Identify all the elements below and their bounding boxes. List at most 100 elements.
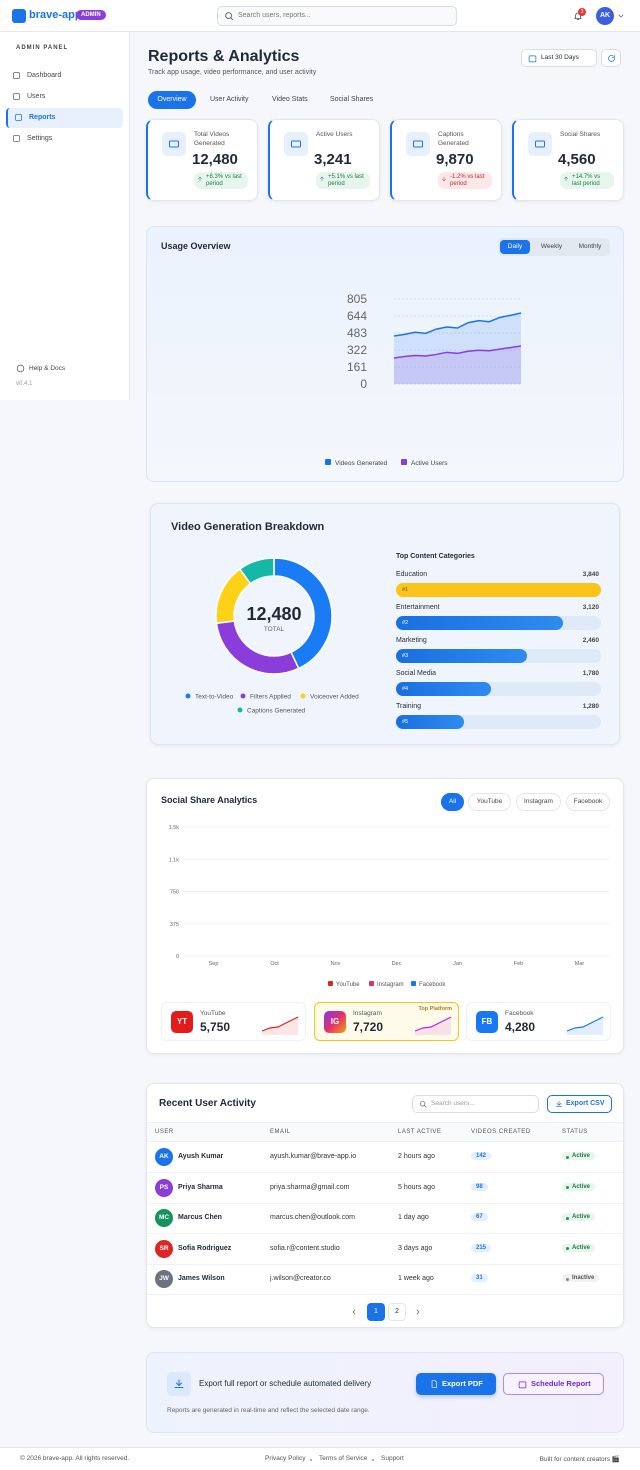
status-dot: [566, 1155, 569, 1159]
toggle[interactable]: Weekly: [540, 243, 563, 250]
kpi-value: 4,560: [558, 151, 596, 168]
bar: #1: [396, 583, 601, 597]
nav-label: Users: [27, 93, 46, 100]
status-dot: [566, 1247, 569, 1250]
area: [394, 313, 521, 384]
toggle[interactable]: Monthly: [578, 243, 602, 250]
category-value: 3,840: [582, 571, 599, 578]
platform-name: Facebook: [505, 1010, 534, 1017]
footer-link[interactable]: Support: [381, 1455, 404, 1462]
bar: #4: [396, 682, 492, 696]
kpi-label: Social Shares: [560, 131, 601, 138]
search-placeholder: Search users...: [431, 1100, 475, 1107]
platform-name: YouTube: [200, 1010, 226, 1017]
card-title: Social Share Analytics: [161, 795, 258, 805]
nav-item[interactable]: Users: [6, 87, 123, 107]
status-dot: [566, 1186, 569, 1189]
schedule-button[interactable]: Schedule Report: [503, 1373, 604, 1395]
copyright: © 2026 brave-app. All rights reserved.: [20, 1455, 130, 1462]
status-dot: [566, 1277, 569, 1281]
icon: [528, 55, 537, 63]
filter-pill[interactable]: All: [441, 793, 464, 811]
line: [393, 345, 522, 359]
legend-swatch: [411, 981, 416, 986]
chart: 12,480 TOTAL Text-to-Video Filters Applied V…: [185, 557, 359, 715]
last-active: 1 week ago: [398, 1275, 434, 1282]
nav-item[interactable]: Settings: [6, 129, 123, 149]
search-box[interactable]: Search users...: [412, 1095, 539, 1113]
export-csv-button[interactable]: Export CSV: [547, 1095, 612, 1113]
kpi-icon: [406, 132, 430, 156]
prev-page[interactable]: [345, 1303, 363, 1321]
usage-card: Usage Overview Daily Weekly Monthly 0 161 322 4…: [146, 226, 624, 482]
footer: © 2026 brave-app. All rights reserved. Pr…: [0, 1447, 640, 1470]
notification-badge: 3: [578, 8, 586, 16]
version: v0.4.1: [16, 381, 33, 387]
column-header: EMAIL: [270, 1129, 291, 1135]
rank-label: #1: [402, 587, 409, 593]
page-button[interactable]: 2: [388, 1303, 406, 1321]
donut-total: 12,480: [246, 604, 301, 624]
column-header: LAST ACTIVE: [398, 1129, 442, 1135]
user-email: ayush.kumar@brave-app.io: [270, 1153, 357, 1160]
icon: [320, 176, 324, 182]
page-button[interactable]: 1: [367, 1303, 385, 1321]
tab[interactable]: User Activity: [210, 96, 249, 103]
donut-segment: [215, 620, 300, 675]
nav-item[interactable]: Reports: [6, 108, 123, 128]
next-page[interactable]: [409, 1303, 427, 1321]
search-box[interactable]: Search users, reports...: [217, 6, 457, 26]
platform-value: 7,720: [353, 1020, 384, 1034]
separator-dot: [310, 1459, 312, 1461]
tab[interactable]: Overview: [148, 91, 196, 109]
category-value: 1,780: [582, 670, 599, 677]
toggle[interactable]: Daily: [500, 240, 530, 254]
export-pdf-button[interactable]: Export PDF: [416, 1373, 496, 1395]
platform-card: YT YouTube 5,750: [161, 1002, 306, 1041]
tab[interactable]: Video Stats: [272, 96, 308, 103]
kpi-card: Social Shares 4,560 +14.7% vs last period: [512, 119, 624, 201]
kpi-change: +14.7% vs last period: [560, 172, 614, 189]
icon: [13, 135, 20, 142]
row-border: [147, 1263, 623, 1265]
footer-link[interactable]: Terms of Service: [319, 1455, 368, 1462]
help-link[interactable]: Help & Docs: [29, 365, 66, 372]
status-pill: Active: [562, 1152, 596, 1160]
date-label: Last 30 Days: [541, 54, 579, 61]
chart: 0 161 322 483 644 805 Videos Generated Active U…: [325, 292, 522, 467]
x-tick-label: Jan: [453, 961, 462, 967]
donut-segment: [238, 557, 275, 585]
videos-count: 98: [471, 1182, 488, 1191]
filter-pill[interactable]: Facebook: [566, 793, 610, 811]
icon: [291, 140, 301, 148]
kpi-icon: [528, 132, 552, 156]
avatar[interactable]: AK: [596, 7, 614, 25]
platform-card: FB Facebook 4,280: [466, 1002, 611, 1041]
filter-pill[interactable]: YouTube: [468, 793, 511, 811]
kpi-label: Captions Generated: [438, 131, 469, 147]
icon: [13, 93, 20, 100]
kpi-label: Active Users: [316, 131, 353, 138]
export-text: Export full report or schedule automated…: [199, 1379, 372, 1388]
date-button[interactable]: Last 30 Days: [521, 49, 597, 67]
category-value: 3,120: [582, 604, 599, 611]
filter-pill[interactable]: Instagram: [516, 793, 561, 811]
icon: [564, 176, 568, 182]
platform-name: Instagram: [353, 1010, 382, 1017]
platform-card: IG Instagram 7,720 Top Platform: [314, 1002, 459, 1041]
status-pill: Active: [562, 1243, 596, 1252]
icon: [169, 140, 179, 148]
kpi-change: +8.3% vs last period: [194, 172, 248, 189]
status-pill: Active: [562, 1182, 596, 1191]
x-tick-label: Feb: [514, 961, 523, 967]
y-tick-label: 375: [170, 922, 179, 928]
user-avatar: PS: [155, 1178, 173, 1197]
last-active: 3 days ago: [398, 1244, 433, 1252]
tab[interactable]: Social Shares: [330, 96, 374, 103]
footer-link[interactable]: Privacy Policy: [265, 1455, 306, 1462]
card-title: Recent User Activity: [159, 1098, 256, 1109]
nav-item[interactable]: Dashboard: [6, 66, 123, 86]
refresh-button[interactable]: [601, 49, 621, 67]
legend-swatch: [401, 459, 407, 465]
